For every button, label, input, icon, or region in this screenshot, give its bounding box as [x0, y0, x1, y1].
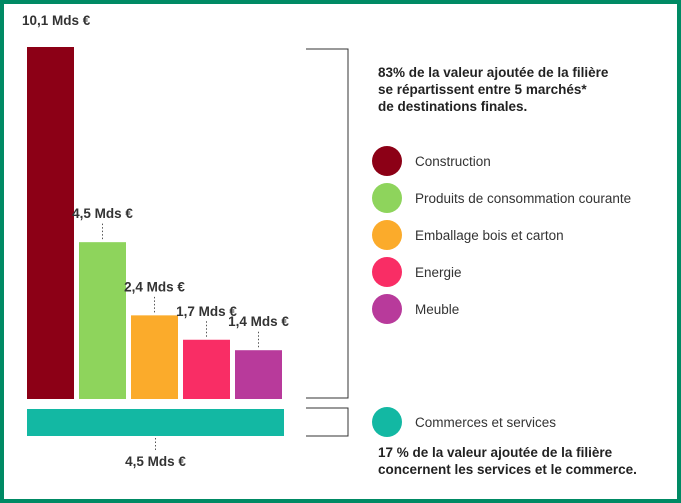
legend-label: Energie [415, 264, 462, 280]
bar [131, 315, 178, 399]
bottom-note-line: 17 % de la valeur ajoutée de la filière [378, 445, 613, 460]
legend-swatch [372, 257, 402, 287]
value-label: 2,4 Mds € [124, 279, 185, 294]
legend-label: Construction [415, 153, 491, 169]
legend-item-produits: Produits de consommation courante [372, 183, 632, 213]
legend-item-energie: Energie [372, 257, 462, 287]
bar [79, 242, 126, 399]
legend-label: Emballage bois et carton [415, 227, 564, 243]
legend-swatch [372, 183, 402, 213]
value-label: 10,1 Mds € [22, 13, 91, 28]
legend-label: Commerces et services [415, 414, 557, 430]
value-label: 1,4 Mds € [228, 314, 289, 329]
markets-bracket [306, 48, 349, 399]
legend-item-emballage: Emballage bois et carton [372, 220, 564, 250]
legend-item-meuble: Meuble [372, 294, 460, 324]
value-label: 4,5 Mds € [72, 206, 133, 221]
legend-swatch [372, 407, 402, 437]
bottom-note: 17 % de la valeur ajoutée de la filière … [378, 444, 637, 478]
legend-swatch [372, 294, 402, 324]
legend-item-construction: Construction [372, 146, 491, 176]
services-bracket [306, 407, 349, 437]
services-value-label: 4,5 Mds € [125, 454, 186, 469]
bottom-note-line: concernent les services et le commerce. [378, 462, 637, 477]
top-note-line: 83% de la valeur ajoutée de la filière [378, 65, 609, 80]
services-bar [27, 409, 284, 436]
bar [183, 339, 230, 399]
legend-swatch [372, 220, 402, 250]
legend-swatch [372, 146, 402, 176]
value-label: 1,7 Mds € [176, 304, 237, 319]
top-note: 83% de la valeur ajoutée de la filière s… [378, 64, 608, 115]
bar [235, 350, 282, 399]
legend-label: Meuble [415, 301, 460, 317]
legend-label: Produits de consommation courante [415, 190, 632, 206]
top-note-line: se répartissent entre 5 marchés* [378, 82, 587, 97]
legend-item-services: Commerces et services [372, 407, 556, 437]
top-note-line: de destinations finales. [378, 99, 528, 114]
bar [27, 47, 74, 399]
